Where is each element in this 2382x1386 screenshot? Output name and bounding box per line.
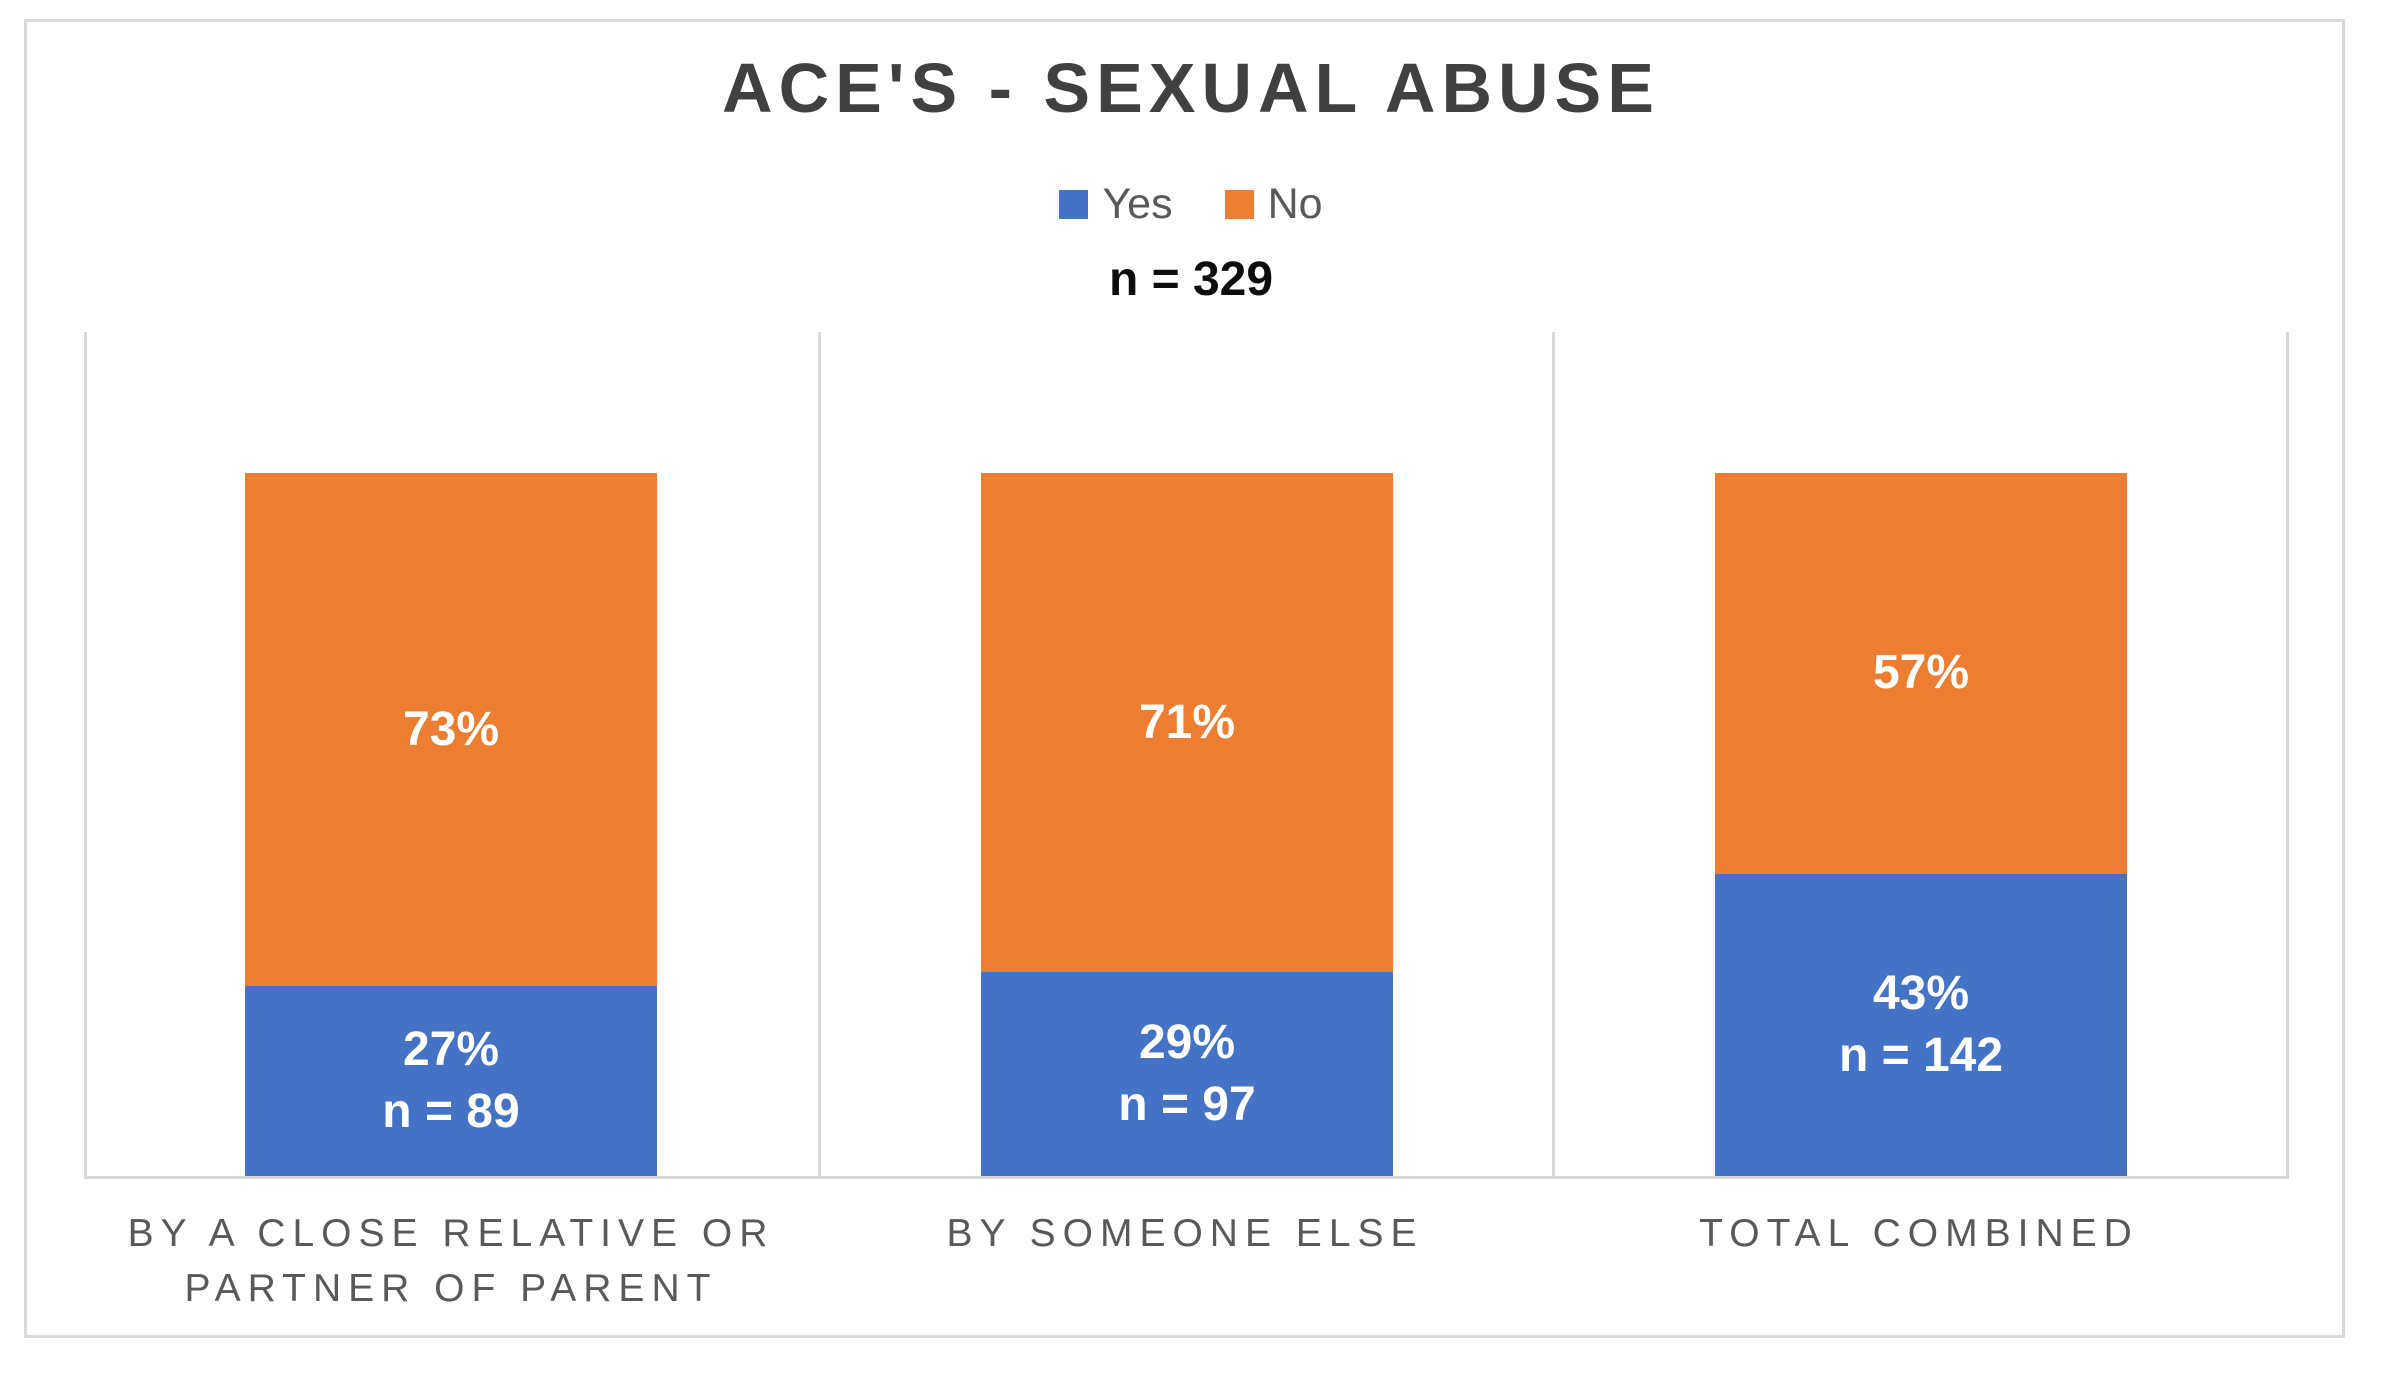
yes-count-label: n = 142 (1838, 1028, 2004, 1082)
legend-item-no: No (1224, 180, 1323, 229)
stacked-bar: 73% 27% n = 89 (245, 473, 657, 1176)
category-label: BY A CLOSE RELATIVE OR PARTNER OF PARENT (127, 1212, 775, 1310)
segment-no: 71% (981, 473, 1393, 973)
segment-yes: 43% n = 142 (1715, 873, 2127, 1176)
category-label: BY SOMEONE ELSE (946, 1212, 1424, 1255)
segment-yes: 27% n = 89 (245, 986, 657, 1176)
segment-no: 57% (1715, 473, 2127, 874)
segment-yes: 29% n = 97 (981, 972, 1393, 1176)
panel-separator-line (1552, 332, 1555, 1179)
stacked-bar: 71% 29% n = 97 (981, 473, 1393, 1176)
legend-label-yes: Yes (1102, 180, 1173, 228)
sample-size-label: n = 329 (1108, 253, 1274, 306)
no-percent-label: 73% (402, 702, 500, 756)
panel-separator-line (2286, 332, 2289, 1179)
segment-no: 73% (245, 473, 657, 987)
yes-percent-label: 43% (1872, 966, 1970, 1020)
legend: Yes No (0, 180, 2382, 229)
yes-count-label: n = 89 (382, 1085, 520, 1139)
panel-separator-line (84, 332, 87, 1179)
legend-swatch-no-icon (1224, 190, 1254, 219)
yes-percent-label: 27% (402, 1023, 500, 1077)
yes-count-label: n = 97 (1118, 1078, 1256, 1132)
legend-swatch-yes-icon (1059, 190, 1089, 219)
stacked-bar: 57% 43% n = 142 (1715, 473, 2127, 1176)
x-axis-baseline (84, 1176, 2289, 1179)
panel-separator-line (818, 332, 821, 1179)
legend-label-no: No (1267, 180, 1323, 228)
legend-item-yes: Yes (1059, 180, 1173, 229)
no-percent-label: 57% (1872, 646, 1970, 700)
chart-title: ACE'S - SEXUAL ABUSE (722, 49, 1660, 127)
category-label: TOTAL COMBINED (1699, 1212, 2139, 1255)
no-percent-label: 71% (1138, 695, 1236, 749)
yes-percent-label: 29% (1138, 1016, 1236, 1070)
